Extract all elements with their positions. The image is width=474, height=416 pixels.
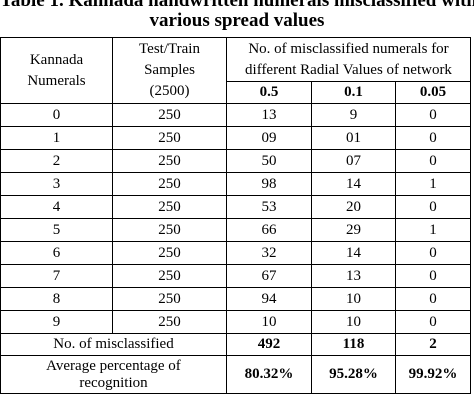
cell-value-0-05: 1 [395, 172, 471, 196]
cell-value-0-5: 13 [226, 103, 312, 127]
cell-value-0-5: 66 [226, 218, 312, 242]
cell-value-0-05: 0 [395, 149, 471, 173]
cell-samples: 250 [112, 218, 227, 242]
cell-numeral: 7 [0, 264, 113, 288]
cell-numeral: 9 [0, 310, 113, 334]
cell-value-0-1: 13 [311, 264, 396, 288]
cell-value-0-5: 09 [226, 126, 312, 150]
header-radial-0-5: 0.5 [226, 81, 312, 104]
cell-samples: 250 [112, 241, 227, 265]
cell-numeral: 0 [0, 103, 113, 127]
cell-value-0-05: 0 [395, 126, 471, 150]
caption-line-2: various spread values [149, 10, 325, 31]
cell-value-0-05: 0 [395, 310, 471, 334]
average-value-0-5: 80.32% [226, 355, 312, 394]
cell-samples: 250 [112, 195, 227, 219]
cell-numeral: 6 [0, 241, 113, 265]
header-numerals-line-1: Kannada [29, 51, 84, 68]
header-samples-line-2: Samples [144, 62, 195, 78]
table-row: 9 250 10 10 0 [0, 310, 471, 334]
average-label-line-1: Average percentage of [46, 357, 181, 374]
misclassification-table: Kannada Numerals Test/Train Samples (250… [0, 37, 471, 394]
cell-value-0-05: 0 [395, 103, 471, 127]
average-label: Average percentage of recognition [0, 355, 227, 394]
average-value-0-1: 95.28% [311, 355, 396, 394]
cell-samples: 250 [112, 126, 227, 150]
cell-value-0-05: 0 [395, 241, 471, 265]
cell-value-0-05: 0 [395, 195, 471, 219]
cell-value-0-5: 32 [226, 241, 312, 265]
cell-value-0-5: 98 [226, 172, 312, 196]
header-radial-0-05: 0.05 [395, 81, 471, 104]
table-caption: Table 1. Kannada handwritten numerals mi… [0, 0, 474, 31]
table-row: 6 250 32 14 0 [0, 241, 471, 265]
totals-row: No. of misclassified 492 118 2 [0, 333, 471, 356]
cell-numeral: 3 [0, 172, 113, 196]
cell-value-0-1: 01 [311, 126, 396, 150]
table-row: 2 250 50 07 0 [0, 149, 471, 173]
table-row: 4 250 53 20 0 [0, 195, 471, 219]
table-row: 1 250 09 01 0 [0, 126, 471, 150]
cell-samples: 250 [112, 149, 227, 173]
cell-value-0-1: 20 [311, 195, 396, 219]
cell-numeral: 8 [0, 287, 113, 311]
cell-samples: 250 [112, 172, 227, 196]
totals-value-0-05: 2 [395, 333, 471, 356]
cell-value-0-5: 53 [226, 195, 312, 219]
header-numerals-line-2: Numerals [27, 72, 86, 89]
totals-value-0-1: 118 [311, 333, 396, 356]
header-misclassified-line-2: different Radial Values of network [245, 61, 452, 78]
caption-line-1: Table 1. Kannada handwritten numerals mi… [0, 0, 474, 11]
totals-value-0-5: 492 [226, 333, 312, 356]
cell-numeral: 5 [0, 218, 113, 242]
cell-value-0-5: 50 [226, 149, 312, 173]
cell-value-0-05: 0 [395, 287, 471, 311]
average-label-line-2: recognition [79, 374, 148, 391]
cell-value-0-1: 07 [311, 149, 396, 173]
cell-samples: 250 [112, 287, 227, 311]
cell-value-0-1: 10 [311, 310, 396, 334]
cell-numeral: 2 [0, 149, 113, 173]
header-row-2: 0.5 0.1 0.05 [1, 81, 471, 104]
table-row: 3 250 98 14 1 [0, 172, 471, 196]
cell-samples: 250 [112, 103, 227, 127]
cell-value-0-5: 10 [226, 310, 312, 334]
table-row: 5 250 66 29 1 [0, 218, 471, 242]
cell-value-0-1: 14 [311, 172, 396, 196]
cell-value-0-1: 10 [311, 287, 396, 311]
cell-numeral: 4 [0, 195, 113, 219]
table-row: 7 250 67 13 0 [0, 264, 471, 288]
cell-value-0-1: 14 [311, 241, 396, 265]
average-row: Average percentage of recognition 80.32%… [0, 355, 471, 394]
header-misclassified-line-1: No. of misclassified numerals for [248, 40, 449, 57]
cell-samples: 250 [112, 310, 227, 334]
header-radial-0-1: 0.1 [311, 81, 396, 104]
average-value-0-05: 99.92% [395, 355, 471, 394]
table-row: 8 250 94 10 0 [0, 287, 471, 311]
cell-value-0-1: 29 [311, 218, 396, 242]
header-row-1: Kannada Numerals Test/Train Samples (250… [0, 37, 471, 104]
header-kannada-numerals: Kannada Numerals [0, 37, 113, 104]
table-row: 0 250 13 9 0 [0, 103, 471, 127]
cell-value-0-5: 67 [226, 264, 312, 288]
header-misclassified-group: No. of misclassified numerals for differ… [226, 37, 471, 82]
totals-label: No. of misclassified [0, 333, 227, 356]
cell-samples: 250 [112, 264, 227, 288]
header-samples-line-3: (2500) [149, 83, 190, 99]
cell-value-0-5: 94 [226, 287, 312, 311]
header-samples-line-1: Test/Train [139, 41, 200, 57]
cell-numeral: 1 [0, 126, 113, 150]
header-samples: Test/Train Samples (2500) [112, 37, 227, 104]
cell-value-0-05: 1 [395, 218, 471, 242]
cell-value-0-05: 0 [395, 264, 471, 288]
cell-value-0-1: 9 [311, 103, 396, 127]
